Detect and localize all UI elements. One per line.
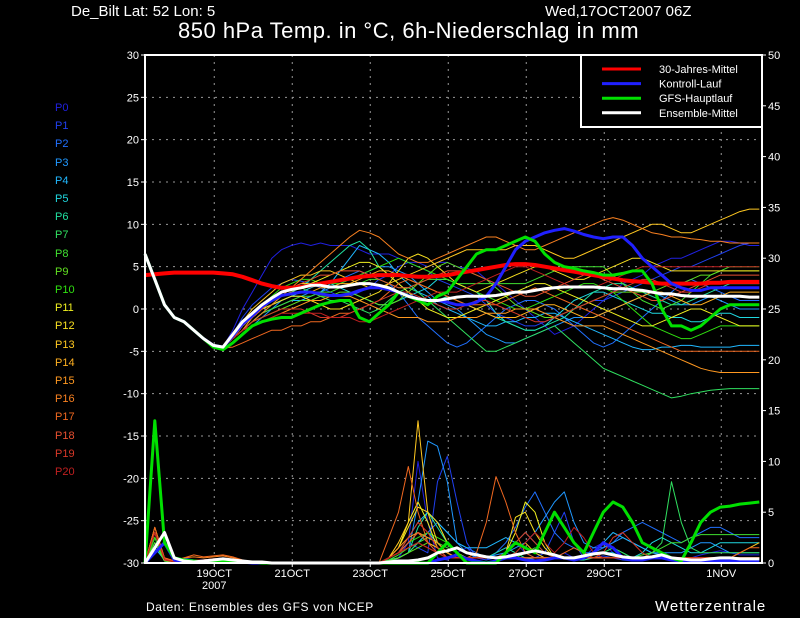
chart-title: 850 hPa Temp. in °C, 6h-Niederschlag in …: [178, 18, 640, 43]
member-label-p12: P12: [55, 320, 75, 333]
legend-box: [580, 54, 763, 128]
line-legend: 30-Jahres-Mittel Kontroll-Lauf GFS-Hauptla…: [580, 54, 763, 128]
member-label-p19: P19: [55, 447, 75, 460]
member-label-p3: P3: [55, 156, 69, 169]
y-left-tick-label: 5: [133, 262, 139, 274]
y-left-tick-label: 0: [133, 304, 139, 316]
member-label-p5: P5: [55, 193, 69, 205]
member-label-p14: P14: [55, 356, 75, 369]
temp-line-p20: [144, 253, 760, 348]
member-label-p18: P18: [55, 429, 75, 442]
member-label-p9: P9: [55, 265, 69, 278]
y-right-tick-label: 10: [768, 456, 780, 468]
brand-name: Wetterzentrale: [655, 598, 767, 615]
member-label-p11: P11: [55, 302, 74, 315]
y-left-tick-label: -5: [129, 346, 139, 358]
y-left-tick-label: 10: [127, 219, 139, 231]
data-source: Daten: Ensembles des GFS von NCEP: [146, 600, 374, 614]
y-left-tick-label: -25: [123, 516, 139, 528]
y-right-tick-label: 15: [768, 406, 780, 418]
legend-label: GFS-Hauptlauf: [659, 93, 733, 105]
member-label-p15: P15: [55, 375, 75, 387]
temp-line-control: [143, 227, 760, 349]
temp-line-p15: [144, 253, 760, 373]
precip-line-p13: [144, 420, 760, 564]
member-label-p0: P0: [55, 102, 69, 114]
y-left-tick-label: -10: [123, 389, 139, 401]
station-info: De_Bilt Lat: 52 Lon: 5: [71, 3, 216, 20]
member-label-p20: P20: [55, 466, 75, 478]
precip-line-gfs: [143, 419, 760, 565]
member-label-p2: P2: [55, 138, 69, 151]
x-tick-label: 23OCT: [353, 568, 389, 580]
y-right-tick-label: 40: [768, 152, 780, 164]
y-left-tick-label: -30: [123, 558, 139, 570]
x-tick-label: 27OCT: [509, 568, 545, 580]
y-right-tick-label: 5: [768, 507, 774, 519]
legend-label: Ensemble-Mittel: [659, 108, 738, 120]
temp-line-p13: [144, 208, 760, 348]
y-left-tick-label: 30: [127, 50, 139, 62]
member-label-p4: P4: [55, 174, 69, 187]
temp-line-p9: [144, 253, 760, 349]
temp-line-ensemble-mean: [143, 253, 760, 349]
x-tick-sublabel: 2007: [202, 580, 226, 592]
temp-line-gfs: [143, 235, 760, 352]
y-left-tick-label: -15: [123, 431, 139, 443]
run-date: Wed,17OCT2007 06Z: [545, 3, 692, 20]
y-left-tick-label: 15: [127, 177, 139, 189]
y-right-tick-label: 35: [768, 202, 780, 214]
y-left-tick-label: -20: [123, 473, 139, 485]
y-right-tick-label: 50: [768, 50, 780, 62]
y-left-tick-label: 25: [127, 92, 139, 104]
x-tick-label: 29OCT: [587, 568, 623, 580]
y-right-tick-label: 25: [768, 304, 780, 316]
member-label-p17: P17: [55, 411, 75, 424]
member-precip-lines: [144, 420, 760, 564]
member-label-p16: P16: [55, 393, 75, 406]
temp-line-climate-mean: [144, 262, 760, 290]
y-right-tick-label: 30: [768, 253, 780, 265]
member-label-p13: P13: [55, 338, 75, 351]
legend-label: 30-Jahres-Mittel: [659, 64, 738, 76]
precip-line-ensemble-mean: [143, 531, 760, 565]
x-tick-label: 19OCT: [197, 568, 233, 580]
member-label-p8: P8: [55, 247, 69, 260]
x-tick-label: 21OCT: [275, 568, 311, 580]
member-label-p7: P7: [55, 229, 69, 242]
axes: 302520151050-5-10-15-20-25-3050454035302…: [123, 50, 780, 592]
legend-label: Kontroll-Lauf: [659, 79, 722, 91]
member-label-p1: P1: [55, 120, 69, 133]
x-tick-label: 1NOV: [706, 568, 737, 580]
y-right-tick-label: 45: [768, 101, 780, 113]
member-label-p6: P6: [55, 211, 69, 224]
member-label-p10: P10: [55, 284, 75, 296]
y-left-tick-label: 20: [127, 135, 139, 147]
x-tick-label: 25OCT: [431, 568, 467, 580]
y-right-tick-label: 0: [768, 558, 774, 570]
y-right-tick-label: 20: [768, 355, 780, 367]
